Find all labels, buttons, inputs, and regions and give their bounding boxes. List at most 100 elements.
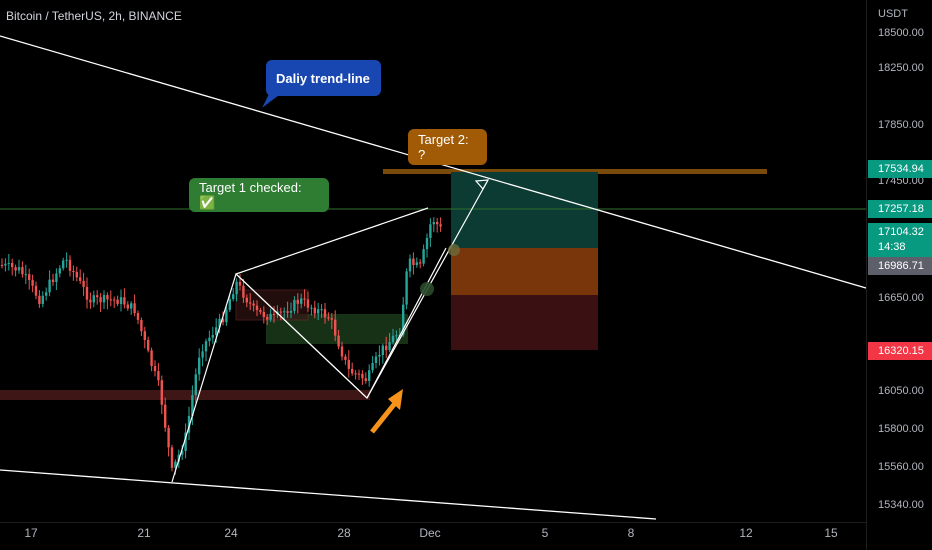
candle-body xyxy=(99,297,102,303)
candle-body xyxy=(238,281,242,286)
candle-body xyxy=(225,309,228,323)
candle-body xyxy=(143,331,146,340)
time-tick-label: 8 xyxy=(627,526,635,540)
candle-body xyxy=(181,450,184,455)
target1-label[interactable]: Target 1 checked: ✅ xyxy=(189,178,329,212)
candle-body xyxy=(269,313,272,320)
candle-body xyxy=(391,335,395,343)
time-tick-label: 24 xyxy=(224,526,238,540)
candle-body xyxy=(130,303,133,309)
candle-body xyxy=(96,295,99,298)
candle-body xyxy=(235,281,238,295)
candle-body xyxy=(58,268,61,274)
candle-body xyxy=(17,267,21,271)
candle-body xyxy=(14,267,17,271)
candle-body xyxy=(415,262,418,266)
candle-body xyxy=(289,310,293,313)
candle-body xyxy=(194,374,197,396)
candle-body xyxy=(296,299,299,304)
target2-label[interactable]: Target 2: ? xyxy=(408,129,487,165)
candle-body xyxy=(157,371,160,381)
candle-body xyxy=(422,249,425,264)
candle-body xyxy=(361,373,364,379)
candle-body xyxy=(306,299,310,308)
candle-body xyxy=(371,362,374,371)
trend-line-label[interactable]: Daliy trend-line xyxy=(266,60,381,96)
candle-body xyxy=(208,337,211,342)
orange-up-arrow xyxy=(370,389,403,434)
time-axis-border xyxy=(0,522,866,523)
candle-body xyxy=(320,309,323,311)
candle-body xyxy=(106,295,109,300)
candle-body xyxy=(228,299,231,310)
candle-body xyxy=(218,318,221,328)
candle-body xyxy=(68,259,72,271)
candle-body xyxy=(368,370,371,381)
support-zone xyxy=(0,390,370,400)
candle-body xyxy=(419,262,422,264)
projection-arrowhead xyxy=(474,179,490,191)
candle-body xyxy=(79,277,82,281)
candle-body xyxy=(102,295,106,303)
time-tick-label: Dec xyxy=(419,526,441,540)
candle-body xyxy=(82,280,85,287)
candle-body xyxy=(425,237,429,250)
price-tick-label: 17850.00 xyxy=(878,119,924,131)
zigzag-lower xyxy=(366,247,447,399)
candle-body xyxy=(123,297,126,305)
candle-body xyxy=(126,304,129,309)
candle-body xyxy=(140,319,143,332)
candle-body xyxy=(34,285,38,296)
candle-body xyxy=(160,380,163,405)
candle-body xyxy=(45,292,48,296)
candle-body xyxy=(72,270,75,273)
price-tick-label: 15560.00 xyxy=(878,461,924,473)
candles xyxy=(0,217,442,475)
price-tick-label: 18250.00 xyxy=(878,62,924,74)
candle-body xyxy=(408,258,412,272)
entry-marker xyxy=(448,244,460,256)
candle-body xyxy=(293,299,296,311)
candle-body xyxy=(191,395,194,416)
price-tick-label: 15800.00 xyxy=(878,423,924,435)
candle-body xyxy=(242,285,245,298)
candle-body xyxy=(21,267,24,275)
price-axis-border xyxy=(866,0,867,550)
candle-body xyxy=(201,351,204,358)
candle-body xyxy=(38,295,41,304)
candle-body xyxy=(340,346,344,357)
candle-body xyxy=(272,313,276,315)
candle-body xyxy=(116,299,119,304)
candle-body xyxy=(164,404,167,428)
candle-body xyxy=(62,260,65,269)
candle-body xyxy=(184,432,187,451)
candle-body xyxy=(28,274,31,281)
retest-marker xyxy=(420,282,434,296)
candle-body xyxy=(0,265,4,266)
candle-body xyxy=(286,311,289,313)
time-tick-label: 5 xyxy=(541,526,549,540)
chart-header: Bitcoin / TetherUS, 2h, BINANCE xyxy=(6,9,182,23)
candle-body xyxy=(198,357,201,375)
candle-body xyxy=(113,299,116,301)
lower-trend-line xyxy=(0,469,657,520)
candle-body xyxy=(334,319,337,336)
trend-label-tail xyxy=(262,92,283,108)
candle-body xyxy=(65,259,68,261)
candle-body xyxy=(92,295,95,303)
candle-body xyxy=(255,305,259,311)
price-tick-label: 16050.00 xyxy=(878,385,924,397)
candle-body xyxy=(378,354,381,357)
candle-body xyxy=(412,258,415,266)
candle-body xyxy=(31,280,34,286)
time-tick-label: 28 xyxy=(337,526,351,540)
candle-body xyxy=(153,366,157,372)
price-label: 17534.94 xyxy=(868,160,932,178)
candle-body xyxy=(347,359,350,369)
target2-level-zone xyxy=(383,169,767,174)
candle-body xyxy=(402,304,405,335)
candle-body xyxy=(262,311,265,318)
candle-body xyxy=(374,356,378,363)
candle-body xyxy=(337,335,340,347)
